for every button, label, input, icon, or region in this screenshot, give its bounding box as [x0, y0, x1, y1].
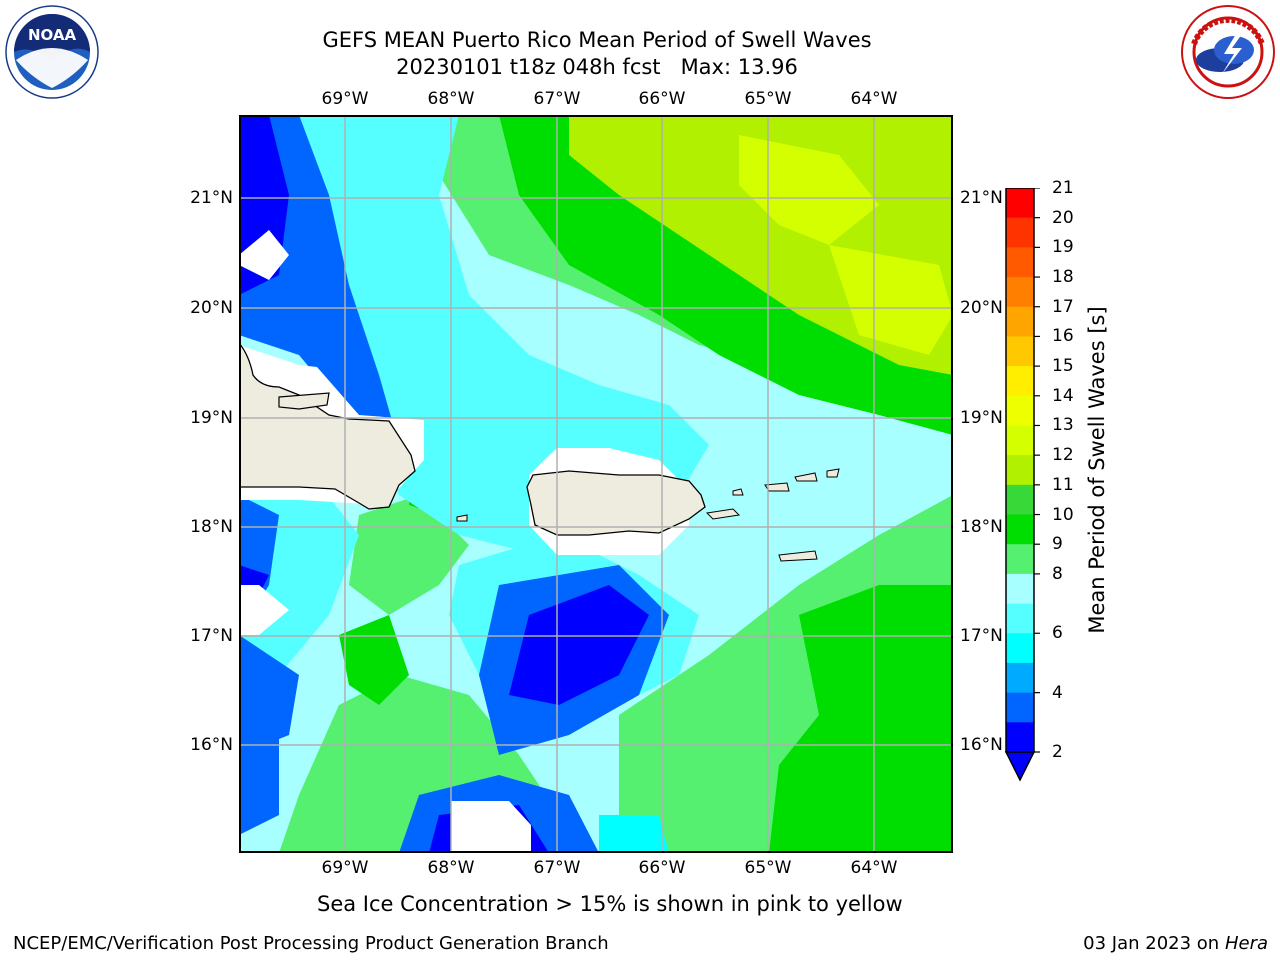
colorbar-tick-label: 20: [1052, 207, 1074, 228]
colorbar-tick-label: 19: [1052, 237, 1074, 258]
lat-tick-left: 21°N: [190, 188, 233, 208]
colorbar-band: [1006, 544, 1034, 575]
colorbar-tick-label: 4: [1052, 682, 1063, 703]
footer-date: 03 Jan 2023 on Hera: [1083, 933, 1268, 954]
colorbar-frame: [1005, 188, 1035, 753]
colorbar-title: Mean Period of Swell Waves [s]: [1085, 306, 1109, 634]
lon-tick-bottom: 68°W: [427, 858, 475, 878]
lon-tick-top: 67°W: [533, 89, 581, 109]
colorbar-tick-label: 10: [1052, 504, 1074, 525]
lat-tick-left: 16°N: [190, 735, 233, 755]
colorbar: [1004, 188, 1040, 782]
noaa-logo-icon: NOAA: [5, 5, 99, 99]
colorbar-band: [1006, 247, 1034, 278]
colorbar-tick-label: 15: [1052, 356, 1074, 377]
lat-tick-right: 17°N: [960, 626, 1003, 646]
nws-logo-icon: [1181, 5, 1275, 99]
colorbar-tick-label: 14: [1052, 385, 1074, 406]
footer-host: Hera: [1224, 933, 1268, 954]
lon-tick-bottom: 64°W: [850, 858, 898, 878]
footer-branch: NCEP/EMC/Verification Post Processing Pr…: [13, 933, 609, 954]
lat-tick-left: 18°N: [190, 517, 233, 537]
lat-tick-right: 20°N: [960, 298, 1003, 318]
lon-tick-bottom: 65°W: [744, 858, 792, 878]
swell-period-map: [239, 115, 953, 853]
lat-tick-right: 21°N: [960, 188, 1003, 208]
map-title: GEFS MEAN Puerto Rico Mean Period of Swe…: [322, 28, 872, 52]
lat-tick-right: 18°N: [960, 517, 1003, 537]
colorbar-tick-label: 21: [1052, 178, 1074, 198]
map-subtitle: 20230101 t18z 048h fcst Max: 13.96: [396, 55, 798, 79]
colorbar-tick-label: 17: [1052, 296, 1074, 317]
lon-tick-bottom: 69°W: [321, 858, 369, 878]
colorbar-tick-label: 18: [1052, 267, 1074, 288]
colorbar-band: [1006, 455, 1034, 486]
lon-tick-top: 66°W: [638, 89, 686, 109]
colorbar-band: [1006, 336, 1034, 367]
lon-tick-bottom: 66°W: [638, 858, 686, 878]
colorbar-band: [1006, 722, 1034, 753]
colorbar-band: [1006, 306, 1034, 337]
sea-ice-caption: Sea Ice Concentration > 15% is shown in …: [317, 892, 903, 916]
colorbar-tick-label: 13: [1052, 415, 1074, 436]
colorbar-tick-label: 8: [1052, 563, 1063, 584]
colorbar-band: [1006, 662, 1034, 694]
colorbar-band: [1006, 484, 1034, 516]
colorbar-tick-label: 2: [1052, 742, 1063, 762]
colorbar-band: [1006, 366, 1034, 397]
colorbar-band: [1006, 573, 1034, 605]
colorbar-tick-label: 12: [1052, 445, 1074, 466]
lon-tick-bottom: 67°W: [533, 858, 581, 878]
lon-tick-top: 65°W: [744, 89, 792, 109]
lat-tick-right: 16°N: [960, 735, 1003, 755]
lat-tick-left: 19°N: [190, 408, 233, 428]
lon-tick-top: 69°W: [321, 89, 369, 109]
colorbar-band: [1006, 425, 1034, 456]
colorbar-tick-label: 11: [1052, 474, 1074, 495]
footer-date-text: 03 Jan 2023 on: [1083, 933, 1225, 954]
colorbar-band: [1006, 603, 1034, 634]
colorbar-tick-label: 16: [1052, 326, 1074, 347]
noaa-logo-text: NOAA: [28, 26, 77, 44]
colorbar-tick-label: 6: [1052, 623, 1063, 644]
lat-tick-right: 19°N: [960, 408, 1003, 428]
lat-tick-left: 17°N: [190, 626, 233, 646]
colorbar-band: [1006, 277, 1034, 308]
lon-tick-top: 68°W: [427, 89, 475, 109]
colorbar-tick-label: 9: [1052, 534, 1063, 555]
colorbar-extend-triangle: [1004, 751, 1036, 782]
colorbar-band: [1006, 633, 1034, 664]
colorbar-band: [1006, 217, 1034, 248]
colorbar-band: [1006, 692, 1034, 723]
colorbar-band: [1006, 514, 1034, 545]
lat-tick-left: 20°N: [190, 298, 233, 318]
lon-tick-top: 64°W: [850, 89, 898, 109]
colorbar-band: [1006, 188, 1034, 219]
colorbar-band: [1006, 395, 1034, 426]
